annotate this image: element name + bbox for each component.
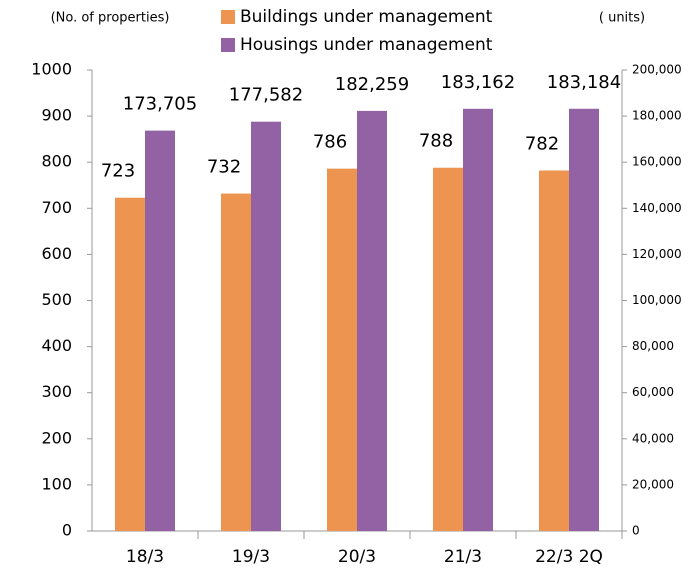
y2-tick-label: 160,000 (632, 155, 682, 169)
data-label: 173,705 (123, 94, 197, 115)
bar (569, 108, 599, 532)
y2-tick-label: 100,000 (632, 293, 682, 307)
y-tick-label: 900 (41, 106, 72, 125)
y2-tick-label: 140,000 (632, 201, 682, 215)
data-label: 183,162 (441, 72, 515, 93)
y2-tick-label: 120,000 (632, 247, 682, 261)
legend-swatch (221, 10, 235, 24)
x-tick-label: 18/3 (126, 547, 164, 567)
y-tick-label: 800 (41, 152, 72, 171)
bar (357, 110, 387, 531)
data-label: 182,259 (335, 74, 409, 95)
legend-label: Housings under management (240, 35, 493, 55)
bar (251, 121, 281, 531)
y-tick-label: 100 (41, 474, 72, 493)
y2-axis-label: ( units) (599, 11, 645, 26)
x-tick-label: 19/3 (232, 547, 270, 567)
y2-tick-label: 40,000 (632, 431, 674, 445)
y2-tick-label: 200,000 (632, 63, 682, 77)
data-label: 183,184 (547, 72, 621, 93)
y-axis-label: (No. of properties) (51, 11, 170, 26)
bar (221, 193, 251, 531)
y2-tick-label: 180,000 (632, 109, 682, 123)
x-tick-label: 22/3 2Q (535, 547, 603, 567)
y-tick-label: 200 (41, 428, 72, 447)
y-tick-label: 300 (41, 382, 72, 401)
x-tick-label: 20/3 (338, 547, 376, 567)
data-label: 723 (101, 161, 135, 182)
bar (327, 168, 357, 532)
bar (115, 197, 145, 531)
y-tick-label: 600 (41, 244, 72, 263)
legend-label: Buildings under management (240, 7, 493, 27)
y-tick-label: 400 (41, 336, 72, 355)
bar (539, 170, 569, 532)
data-label: 177,582 (229, 85, 303, 106)
bar (463, 108, 493, 532)
y2-tick-label: 0 (632, 524, 640, 538)
y-tick-label: 500 (41, 290, 72, 309)
y-tick-label: 0 (62, 521, 72, 540)
legend-swatch (221, 38, 235, 52)
y2-tick-label: 80,000 (632, 339, 674, 353)
bar (433, 167, 463, 531)
y-tick-label: 700 (41, 198, 72, 217)
data-label: 786 (313, 132, 347, 153)
y2-tick-label: 20,000 (632, 477, 674, 491)
bar (145, 130, 175, 531)
data-label: 732 (207, 157, 241, 178)
data-label: 782 (525, 133, 559, 154)
y-tick-label: 1000 (31, 60, 72, 79)
y2-tick-label: 60,000 (632, 385, 674, 399)
data-label: 788 (419, 131, 453, 152)
x-tick-label: 21/3 (444, 547, 482, 567)
